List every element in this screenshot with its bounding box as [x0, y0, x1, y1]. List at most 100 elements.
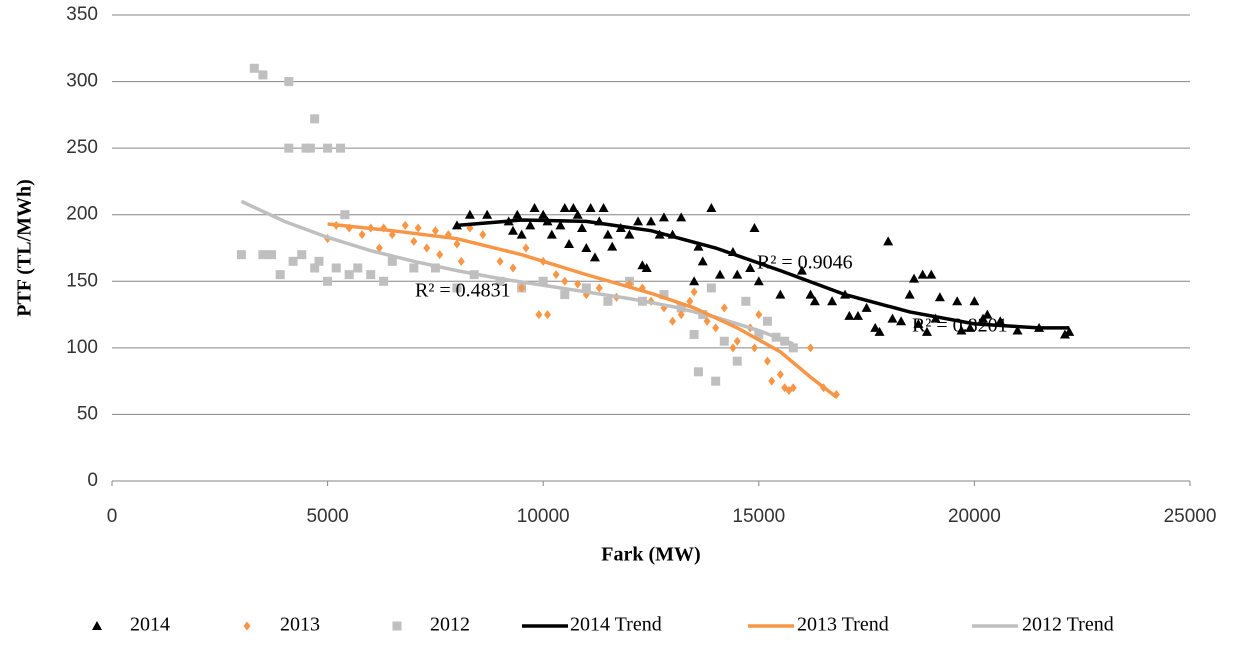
r-squared-label: R² = 0.4831: [415, 280, 511, 302]
point: [796, 265, 807, 275]
y-tick-label: 350: [66, 4, 98, 25]
point: [344, 270, 354, 280]
point: [956, 325, 967, 335]
point: [452, 283, 462, 293]
y-tick-label: 300: [66, 71, 98, 92]
r-squared-label: R² = 0.9046: [757, 252, 853, 274]
point: [297, 250, 307, 260]
point: [729, 343, 737, 353]
point: [379, 276, 389, 286]
point: [267, 250, 277, 260]
point: [457, 256, 465, 266]
point: [353, 263, 363, 273]
point: [753, 276, 764, 286]
point: [690, 287, 698, 297]
legend-label: 2012 Trend: [1022, 614, 1114, 636]
point: [589, 252, 600, 262]
point: [1059, 329, 1070, 339]
point: [602, 229, 613, 239]
point: [581, 243, 592, 252]
point: [275, 270, 285, 280]
legend-label: 2014: [130, 614, 170, 636]
r-squared-label: R² = 0.8201: [912, 315, 1008, 337]
x-tick-label: 25000: [1164, 506, 1217, 527]
point: [809, 296, 820, 306]
y-tick-label: 50: [77, 403, 98, 424]
point: [516, 229, 527, 239]
point: [305, 143, 315, 153]
point: [375, 243, 383, 253]
point: [323, 143, 333, 153]
point: [603, 296, 613, 306]
point: [546, 229, 557, 239]
legend-label: 2013 Trend: [797, 614, 889, 636]
point: [598, 203, 609, 213]
point: [496, 256, 504, 266]
point: [401, 220, 409, 230]
point: [732, 269, 743, 279]
point: [703, 316, 711, 326]
x-tick-label: 20000: [948, 506, 1001, 527]
trend-line: [327, 222, 838, 399]
point: [852, 310, 863, 320]
point: [410, 236, 418, 246]
trend-line: [456, 218, 1070, 330]
point: [479, 230, 487, 240]
x-tick-label: 15000: [732, 506, 785, 527]
point: [763, 356, 771, 366]
point: [495, 276, 505, 286]
point: [706, 283, 716, 293]
point: [538, 209, 549, 219]
point: [917, 269, 928, 279]
point: [284, 77, 294, 87]
point: [754, 330, 764, 340]
point: [430, 263, 440, 273]
point: [677, 310, 685, 320]
point: [331, 263, 341, 273]
point: [249, 63, 259, 73]
point: [314, 256, 324, 266]
point: [585, 203, 596, 213]
point: [538, 276, 548, 286]
point: [633, 216, 644, 226]
point: [844, 310, 855, 320]
point: [358, 230, 366, 240]
point: [982, 309, 993, 319]
y-tick-label: 200: [66, 204, 98, 225]
point: [712, 323, 720, 333]
legend-label: 2014 Trend: [570, 614, 662, 636]
point: [749, 223, 760, 233]
point: [776, 369, 784, 379]
point: [697, 256, 708, 266]
point: [544, 310, 552, 320]
point: [789, 383, 797, 393]
point: [310, 114, 320, 124]
point: [896, 316, 907, 326]
point: [414, 223, 422, 233]
point: [659, 290, 669, 300]
point: [693, 367, 703, 377]
trend-line: [240, 199, 794, 346]
legend-marker: [243, 621, 251, 631]
point: [741, 296, 751, 306]
point: [641, 262, 652, 272]
point: [288, 256, 298, 266]
point: [431, 226, 439, 236]
x-tick-label: 0: [107, 506, 118, 527]
point: [732, 356, 742, 366]
point: [453, 239, 461, 249]
point: [581, 283, 591, 293]
point: [874, 326, 885, 336]
point: [827, 296, 838, 306]
point: [572, 209, 583, 219]
point: [595, 283, 603, 293]
point: [921, 326, 932, 336]
point: [284, 143, 294, 153]
point: [913, 318, 924, 328]
point: [775, 289, 786, 299]
point: [861, 302, 872, 312]
point: [883, 236, 894, 246]
point: [423, 243, 431, 253]
point: [482, 209, 493, 219]
